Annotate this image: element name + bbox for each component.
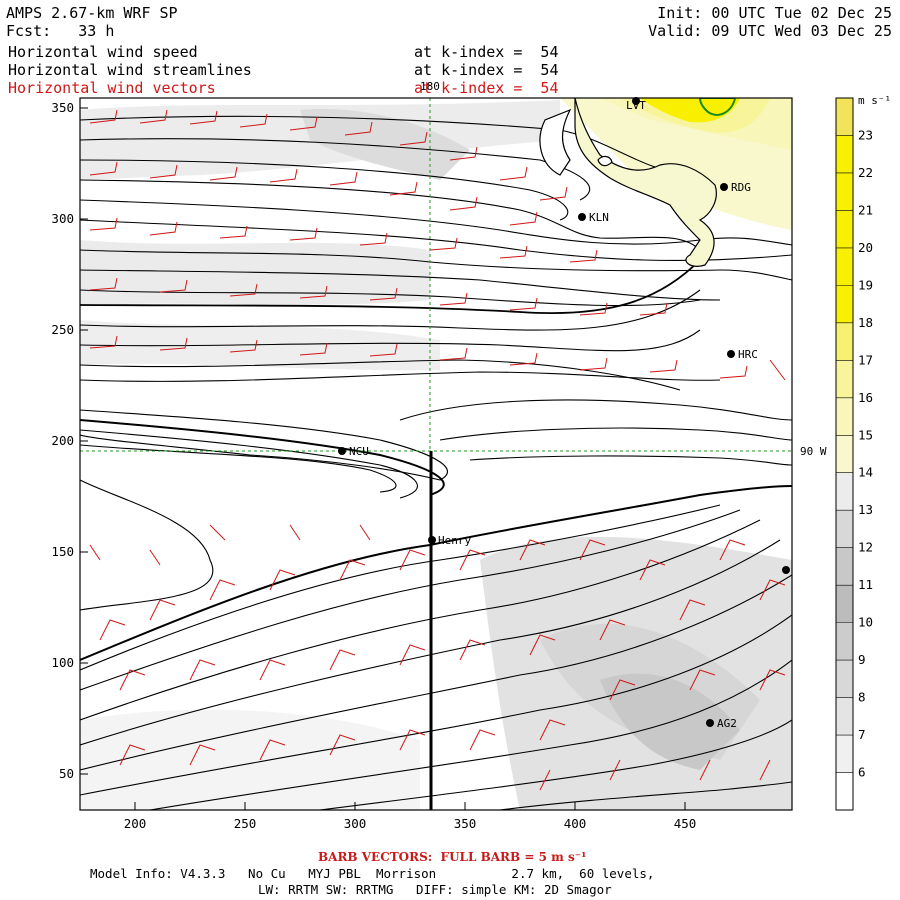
- colorbar-unit: m s⁻¹: [858, 94, 891, 107]
- colorbar-swatch: [836, 435, 853, 473]
- colorbar-swatch: [836, 210, 853, 248]
- init-time: Init: 00 UTC Tue 02 Dec 25: [657, 4, 892, 22]
- y-axis-ticks: [80, 107, 88, 775]
- station-markers: [338, 97, 790, 727]
- colorbar-swatch: [836, 735, 853, 773]
- colorbar-level-label: 6: [858, 765, 866, 780]
- valid-time: Valid: 09 UTC Wed 03 Dec 25: [648, 22, 892, 40]
- station-label-lvt: LVT: [626, 99, 646, 112]
- x-axis-ticks: [134, 802, 686, 810]
- colorbar-level-label: 8: [858, 690, 866, 705]
- station-label-rdg: RDG: [731, 181, 751, 194]
- y-tick-label: 150: [51, 544, 74, 559]
- y-tick-label: 250: [51, 322, 74, 337]
- colorbar-swatch: [836, 247, 853, 286]
- plot-frame: [79, 97, 793, 811]
- y-axis-labels: 350 300 250 200 150 100 50: [51, 100, 74, 781]
- x-tick-label: 350: [454, 816, 477, 831]
- colorbar-level-label: 19: [858, 277, 873, 292]
- field-level-vectors: at k-index = 54: [414, 79, 559, 97]
- x-tick-label: 400: [564, 816, 587, 831]
- station-marker-ncu: [338, 447, 346, 455]
- meridian-label: 180: [420, 80, 440, 93]
- colorbar-swatch: [836, 472, 853, 511]
- station-label-hrc: HRC: [738, 348, 758, 361]
- colorbar-level-label: 12: [858, 540, 873, 555]
- station-marker-extra: [782, 566, 790, 574]
- colorbar-swatch: [836, 697, 853, 736]
- colorbar-swatch: [836, 585, 853, 623]
- colorbar-level-label: 7: [858, 727, 866, 742]
- colorbar-swatch: [836, 360, 853, 398]
- parallel-label: 90 W: [800, 445, 827, 458]
- field-label-speed: Horizontal wind speed: [8, 43, 198, 61]
- colorbar-level-label: 9: [858, 652, 866, 667]
- y-tick-label: 100: [51, 655, 74, 670]
- colorbar-frame: [835, 97, 854, 811]
- forecast-hour: Fcst: 33 h: [6, 22, 115, 40]
- x-tick-label: 450: [674, 816, 697, 831]
- x-axis-labels: 200 250 300 350 400 450: [124, 816, 697, 831]
- station-label-ncu: NCU: [349, 445, 369, 458]
- colorbar-level-label: 10: [858, 615, 873, 630]
- barb-legend-title: BARB VECTORS: FULL BARB = 5 m s⁻¹: [318, 850, 587, 864]
- colorbar-level-label: 22: [858, 165, 873, 180]
- station-marker-lvt: [632, 97, 640, 105]
- field-level-speed: at k-index = 54: [414, 43, 559, 61]
- colorbar-swatch: [836, 622, 853, 661]
- x-tick-label: 200: [124, 816, 147, 831]
- y-tick-label: 200: [51, 433, 74, 448]
- x-tick-label: 250: [234, 816, 257, 831]
- colorbar-swatch: [836, 510, 853, 548]
- colorbar-swatch: [836, 172, 853, 211]
- colorbar-swatch: [836, 547, 853, 586]
- colorbar-level-label: 15: [858, 427, 873, 442]
- station-marker-henry: [428, 536, 436, 544]
- model-info-line: Model Info: V4.3.3 No Cu MYJ PBL Morriso…: [90, 866, 655, 881]
- colorbar-level-label: 13: [858, 502, 873, 517]
- streamlines: [80, 115, 792, 810]
- physics-info-line: LW: RRTM SW: RRTMG DIFF: simple KM: 2D S…: [258, 882, 612, 897]
- colorbar-level-label: 17: [858, 352, 873, 367]
- colorbar-swatch: [836, 135, 853, 173]
- coastline: [539, 98, 717, 267]
- model-title: AMPS 2.67-km WRF SP: [6, 4, 178, 22]
- station-label-kln: KLN: [589, 211, 609, 224]
- colorbar-swatch: [836, 660, 853, 698]
- field-label-streamlines: Horizontal wind streamlines: [8, 61, 252, 79]
- colorbar-swatch: [836, 285, 853, 323]
- colorbar-level-label: 18: [858, 315, 873, 330]
- station-labels: LVT RDG KLN HRC NCU Henry AG2: [349, 99, 758, 730]
- station-marker-hrc: [727, 350, 735, 358]
- colorbar-swatch: [836, 98, 853, 136]
- station-marker-ag2: [706, 719, 714, 727]
- station-marker-kln: [578, 213, 586, 221]
- colorbar-level-label: 14: [858, 465, 873, 480]
- field-level-streamlines: at k-index = 54: [414, 61, 559, 79]
- station-marker-rdg: [720, 183, 728, 191]
- station-label-henry: Henry: [438, 534, 471, 547]
- field-label-vectors: Horizontal wind vectors: [8, 79, 216, 97]
- colorbar-level-label: 11: [858, 577, 873, 592]
- colorbar-level-label: 16: [858, 390, 873, 405]
- colorbar-level-label: 21: [858, 202, 873, 217]
- x-tick-label: 300: [344, 816, 367, 831]
- station-label-ag2: AG2: [717, 717, 737, 730]
- y-tick-label: 300: [51, 211, 74, 226]
- colorbar-swatch: [836, 397, 853, 436]
- colorbar-level-label: 20: [858, 240, 873, 255]
- wind-speed-shading: [80, 98, 792, 810]
- wind-barbs: [89, 109, 786, 791]
- color-scale-bar: 23 22 21 20 19 18 17 16 15 14 13 12 11 10 9 8 7 6: [835, 97, 873, 811]
- colorbar-level-label: 23: [858, 127, 873, 142]
- colorbar-swatch: [836, 322, 853, 361]
- y-tick-label: 50: [59, 766, 74, 781]
- colorbar-swatch: [836, 772, 853, 810]
- y-tick-label: 350: [51, 100, 74, 115]
